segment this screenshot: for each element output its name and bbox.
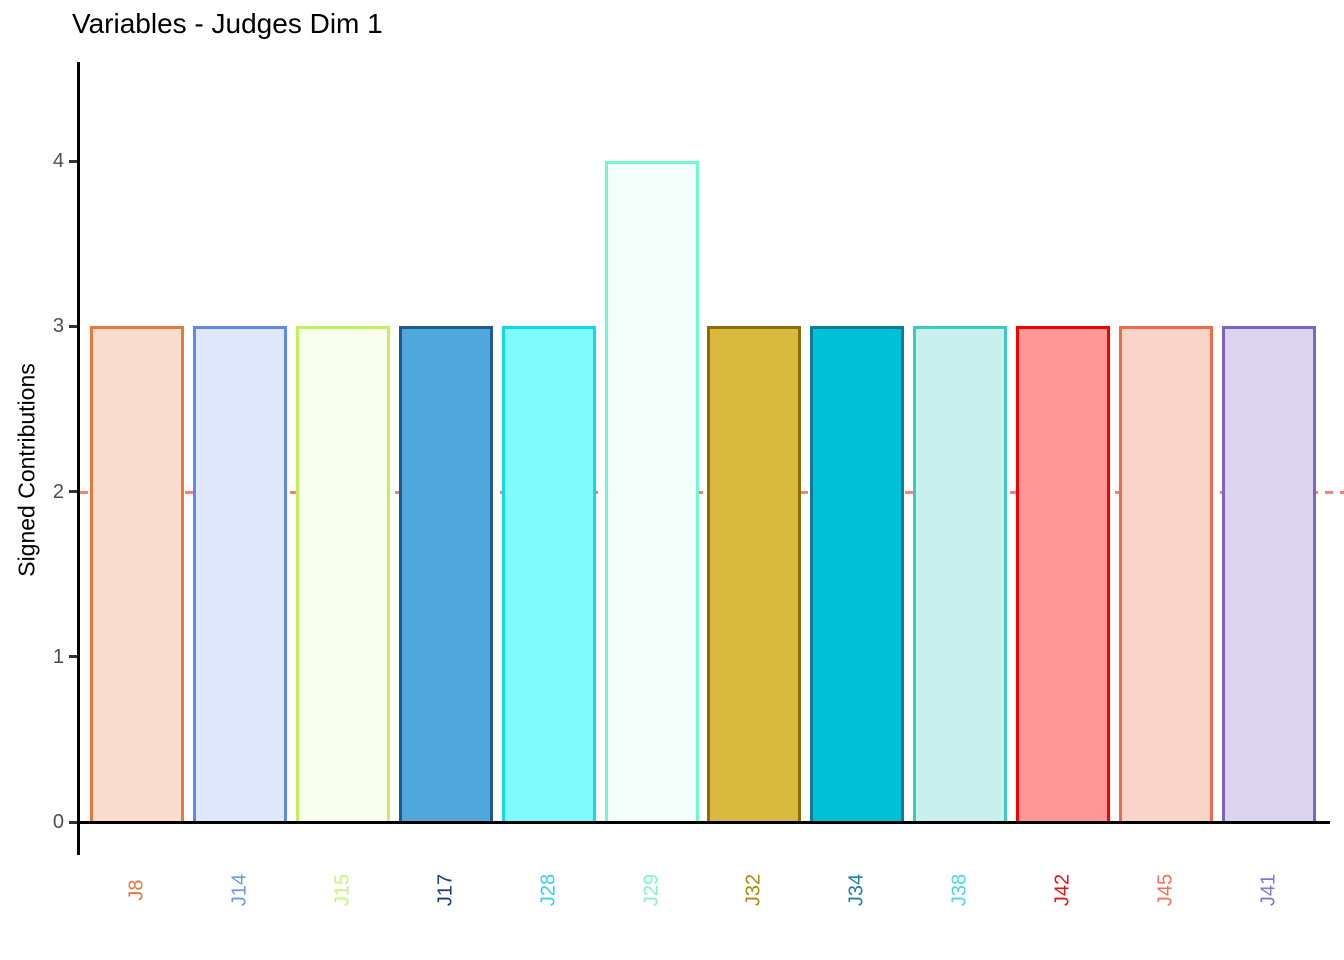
x-tick-label-J8: J8 (125, 879, 148, 901)
x-tick-label-J32: J32 (742, 873, 765, 907)
bar-J14 (192, 326, 287, 822)
bar-J41 (1222, 326, 1316, 822)
x-tick-label-J34: J34 (845, 873, 868, 907)
x-tick-label-J15: J15 (331, 873, 354, 907)
bar-J42 (1016, 326, 1111, 822)
bar-J45 (1119, 326, 1214, 822)
bar-J32 (707, 326, 802, 822)
chart-title: Variables - Judges Dim 1 (72, 8, 383, 39)
x-tick-label-J29: J29 (640, 873, 663, 907)
y-tick-mark (69, 820, 78, 824)
y-tick-mark (69, 655, 78, 659)
y-tick-mark (69, 159, 78, 163)
bar-J38 (913, 326, 1008, 822)
bar-J8 (90, 326, 184, 822)
x-tick-label-J14: J14 (228, 873, 251, 907)
x-tick-label-J28: J28 (537, 873, 560, 907)
y-axis-title: Signed Contributions (13, 363, 40, 577)
bar-J15 (295, 326, 390, 822)
y-tick-label: 4 (52, 150, 64, 173)
y-tick-label: 2 (52, 480, 64, 503)
bar-J17 (398, 326, 493, 822)
x-tick-label-J42: J42 (1051, 873, 1074, 907)
x-tick-label-J41: J41 (1257, 873, 1280, 907)
x-tick-label-J38: J38 (948, 873, 971, 907)
y-tick-label: 1 (52, 645, 64, 668)
y-tick-mark (69, 324, 78, 328)
x-axis-line (76, 820, 1330, 824)
bar-J34 (810, 326, 905, 822)
y-tick-mark (69, 490, 78, 494)
y-tick-label: 3 (52, 315, 64, 338)
bar-J28 (501, 326, 596, 822)
bar-J29 (604, 161, 699, 822)
y-axis-line (76, 62, 80, 855)
x-tick-label-J17: J17 (434, 873, 457, 907)
x-tick-label-J45: J45 (1154, 873, 1177, 907)
y-tick-label: 0 (52, 811, 64, 833)
